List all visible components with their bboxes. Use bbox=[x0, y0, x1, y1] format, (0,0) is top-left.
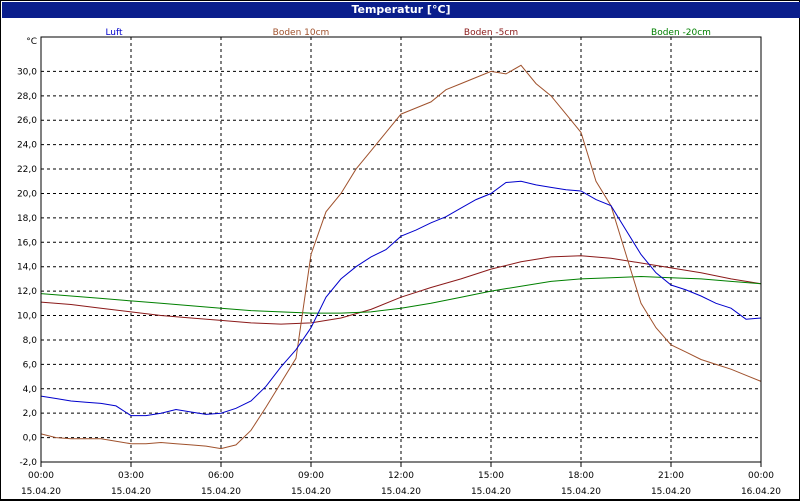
y-tick-label: 18,0 bbox=[17, 214, 37, 224]
legend: Luft Boden 10cm Boden -5cm Boden -20cm bbox=[105, 28, 711, 38]
y-tick-label: 0,0 bbox=[23, 434, 38, 444]
x-tick-time: 00:00 bbox=[28, 471, 54, 481]
y-tick-label: 2,0 bbox=[23, 409, 38, 419]
x-tick-time: 03:00 bbox=[118, 471, 144, 481]
series-line-luft bbox=[40, 180, 762, 417]
series-lines bbox=[40, 64, 762, 450]
y-tick-label: 20,0 bbox=[17, 189, 37, 199]
legend-entry: Boden 10cm bbox=[273, 28, 330, 38]
x-tick-date: 15.04.20 bbox=[381, 487, 421, 497]
chart-title: Temperatur [°C] bbox=[2, 2, 800, 18]
x-tick-date: 15.04.20 bbox=[561, 487, 601, 497]
x-tick-date: 15.04.20 bbox=[111, 487, 151, 497]
x-tick-date: 15.04.20 bbox=[291, 487, 331, 497]
y-tick-label: -2,0 bbox=[19, 458, 37, 468]
y-axis-unit: °C bbox=[26, 37, 37, 47]
axes: -2,0 0,0 2,0 4,0 6,0 8,0 10,0 12,0 14,0 16,0 18,0 2… bbox=[17, 36, 781, 497]
x-tick-time: 15:00 bbox=[478, 471, 504, 481]
x-tick-time: 12:00 bbox=[388, 471, 414, 481]
y-tick-label: 16,0 bbox=[17, 238, 37, 248]
x-tick-time: 18:00 bbox=[568, 471, 594, 481]
y-tick-label: 24,0 bbox=[17, 141, 37, 151]
legend-entry: Luft bbox=[105, 28, 123, 38]
x-tick-time: 09:00 bbox=[298, 471, 324, 481]
y-tick-label: 30,0 bbox=[17, 67, 37, 77]
series-line-boden-5cm bbox=[40, 255, 762, 325]
y-tick-label: 4,0 bbox=[23, 385, 38, 395]
x-tick-time: 06:00 bbox=[208, 471, 234, 481]
y-tick-label: 6,0 bbox=[23, 360, 38, 370]
legend-entry: Boden -20cm bbox=[651, 28, 711, 38]
y-tick-label: 10,0 bbox=[17, 312, 37, 322]
y-tick-label: 26,0 bbox=[17, 116, 37, 126]
legend-entry: Boden -5cm bbox=[464, 28, 518, 38]
y-tick-label: 22,0 bbox=[17, 165, 37, 175]
x-tick-time: 21:00 bbox=[658, 471, 684, 481]
y-tick-label: 14,0 bbox=[17, 263, 37, 273]
x-tick-date: 15.04.20 bbox=[471, 487, 511, 497]
y-tick-label: 28,0 bbox=[17, 92, 37, 102]
y-tick-label: 12,0 bbox=[17, 287, 37, 297]
x-tick-date: 15.04.20 bbox=[651, 487, 691, 497]
y-tick-label: 8,0 bbox=[23, 336, 38, 346]
series-line-boden-20cm bbox=[40, 275, 762, 314]
x-tick-date: 15.04.20 bbox=[201, 487, 241, 497]
x-tick-date: 15.04.20 bbox=[21, 487, 61, 497]
x-tick-date: 16.04.20 bbox=[741, 487, 781, 497]
series-line-boden-10cm bbox=[40, 64, 762, 450]
x-tick-time: 00:00 bbox=[748, 471, 774, 481]
grid bbox=[41, 37, 761, 463]
